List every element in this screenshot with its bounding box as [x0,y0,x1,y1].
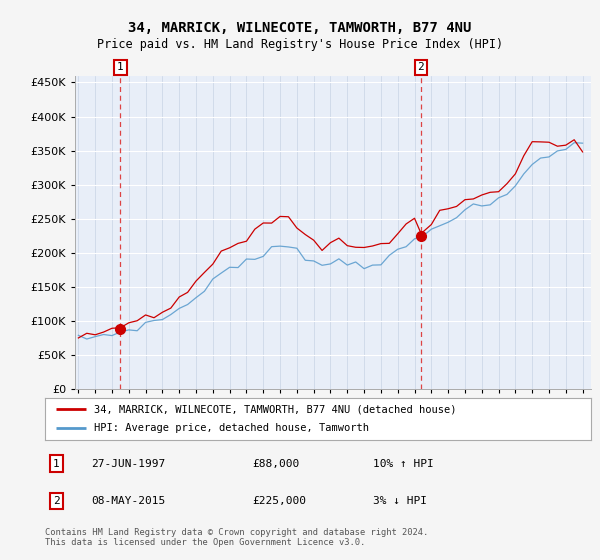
Text: £88,000: £88,000 [253,459,300,469]
Text: HPI: Average price, detached house, Tamworth: HPI: Average price, detached house, Tamw… [94,423,369,433]
Text: £225,000: £225,000 [253,496,307,506]
Text: 1: 1 [117,63,124,72]
Text: 2: 2 [418,63,424,72]
Text: 3% ↓ HPI: 3% ↓ HPI [373,496,427,506]
Text: 2: 2 [53,496,60,506]
Text: Price paid vs. HM Land Registry's House Price Index (HPI): Price paid vs. HM Land Registry's House … [97,38,503,51]
Text: 1: 1 [53,459,60,469]
Text: 27-JUN-1997: 27-JUN-1997 [91,459,166,469]
Text: 34, MARRICK, WILNECOTE, TAMWORTH, B77 4NU (detached house): 34, MARRICK, WILNECOTE, TAMWORTH, B77 4N… [94,404,457,414]
Text: 10% ↑ HPI: 10% ↑ HPI [373,459,433,469]
Text: 34, MARRICK, WILNECOTE, TAMWORTH, B77 4NU: 34, MARRICK, WILNECOTE, TAMWORTH, B77 4N… [128,21,472,35]
Text: 08-MAY-2015: 08-MAY-2015 [91,496,166,506]
Text: Contains HM Land Registry data © Crown copyright and database right 2024.
This d: Contains HM Land Registry data © Crown c… [45,528,428,547]
